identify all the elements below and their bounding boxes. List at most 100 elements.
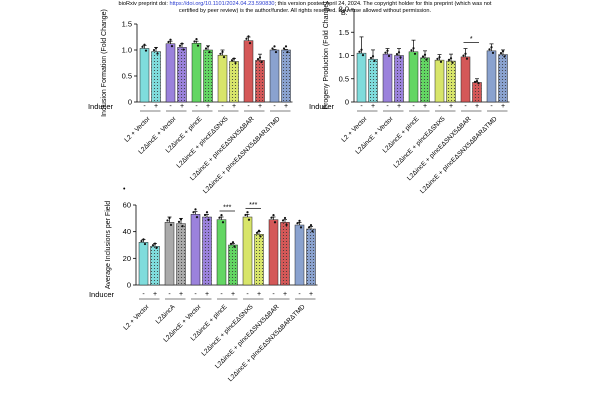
- replicate-point: [218, 216, 221, 219]
- replicate-point: [155, 246, 158, 249]
- replicate-point: [425, 58, 428, 61]
- bar-hatch: [254, 234, 264, 285]
- replicate-point: [490, 46, 493, 49]
- y-tick-label: 1.0: [339, 51, 349, 60]
- replicate-point: [284, 45, 288, 48]
- replicate-point: [231, 241, 235, 244]
- replicate-point: [259, 235, 262, 238]
- replicate-point: [373, 59, 376, 63]
- replicate-point: [421, 55, 425, 58]
- y-tick-label: 0: [127, 281, 131, 290]
- inducer-sign: -: [386, 103, 389, 110]
- replicate-point: [256, 58, 260, 61]
- bar: [382, 53, 393, 103]
- replicate-point: [395, 53, 399, 56]
- replicate-point: [475, 80, 479, 83]
- replicate-point: [451, 61, 454, 64]
- bar: [191, 42, 202, 103]
- inducer-sign: -: [168, 291, 171, 298]
- replicate-point: [248, 41, 252, 45]
- inducer-sign: -: [298, 291, 301, 298]
- replicate-point: [143, 242, 147, 246]
- replicate-point: [207, 218, 210, 221]
- replicate-point: [170, 44, 174, 48]
- bar: [356, 52, 367, 103]
- inducer-sign: -: [194, 291, 197, 298]
- doi-link[interactable]: https://doi.org/10.1101/2024.04.23.59083…: [169, 1, 275, 7]
- bar-hatch: [176, 223, 186, 285]
- replicate-point: [299, 226, 303, 229]
- replicate-point: [477, 82, 480, 85]
- inducer-sign: +: [501, 103, 505, 110]
- inducer-sign: -: [464, 103, 467, 110]
- replicate-point: [273, 45, 276, 48]
- bar: [138, 242, 149, 286]
- replicate-point: [501, 50, 505, 53]
- replicate-point: [167, 40, 170, 44]
- replicate-point: [220, 213, 223, 217]
- inducer-sign: +: [258, 103, 262, 110]
- replicate-point: [154, 46, 158, 50]
- replicate-point: [206, 45, 210, 48]
- inducer-sign: +: [371, 103, 375, 110]
- replicate-point: [222, 55, 226, 59]
- inducer-sign: -: [272, 291, 275, 298]
- bar: [486, 50, 497, 103]
- replicate-point: [230, 59, 234, 62]
- replicate-point: [274, 50, 278, 54]
- replicate-point: [232, 57, 236, 60]
- replicate-point: [168, 216, 171, 220]
- replicate-point: [413, 52, 417, 55]
- replicate-point: [177, 220, 181, 223]
- replicate-point: [142, 238, 145, 241]
- replicate-point: [247, 218, 251, 221]
- inducer-sign: +: [180, 103, 184, 110]
- bar: [164, 222, 175, 286]
- replicate-point: [473, 80, 477, 83]
- bar-hatch: [177, 47, 187, 102]
- header-prefix: bioRxiv preprint doi:: [118, 1, 170, 7]
- replicate-point: [465, 57, 469, 60]
- replicate-point: [219, 52, 222, 55]
- replicate-point: [221, 221, 225, 224]
- bar: [408, 51, 419, 103]
- replicate-point: [141, 45, 144, 48]
- inducer-sign: -: [273, 103, 276, 110]
- replicate-point: [436, 57, 439, 60]
- replicate-point: [491, 51, 495, 54]
- chart-B: 0 0.5 1.0 1.5 2.0 Progeny Production (Fold Ch…: [309, 1, 510, 195]
- replicate-point: [233, 245, 236, 248]
- bar-hatch: [151, 51, 161, 102]
- bar: [217, 54, 228, 103]
- inducer-sign: +: [284, 103, 288, 110]
- replicate-point: [166, 219, 169, 222]
- bar: [242, 216, 253, 286]
- y-axis-label: Inclusion Formation (Fold Change): [101, 9, 108, 117]
- replicate-point: [399, 56, 402, 59]
- inducer-sign: -: [221, 103, 224, 110]
- replicate-point: [271, 47, 274, 50]
- replicate-point: [140, 239, 143, 243]
- inducer-sign: -: [490, 103, 493, 110]
- replicate-point: [229, 242, 233, 245]
- replicate-point: [371, 55, 375, 58]
- replicate-point: [182, 48, 185, 51]
- inducer-sign: +: [309, 291, 313, 298]
- replicate-point: [234, 61, 237, 65]
- replicate-point: [179, 218, 183, 221]
- replicate-point: [255, 231, 259, 234]
- stray-mark: •: [123, 186, 126, 193]
- group-label: L2ΔincE + pIncEΔSNX5: [176, 115, 230, 169]
- y-tick-label: 2.0: [339, 5, 349, 14]
- y-axis-label: Average Inclusions per Field: [105, 201, 112, 289]
- inducer-sign: +: [205, 291, 209, 298]
- replicate-point: [361, 54, 365, 57]
- y-tick-label: 0: [345, 98, 349, 107]
- replicate-point: [464, 52, 467, 55]
- bar-hatch: [255, 60, 265, 102]
- replicate-point: [439, 60, 443, 63]
- replicate-point: [272, 213, 275, 217]
- y-tick-label: 60: [123, 201, 131, 210]
- replicate-point: [258, 56, 262, 59]
- inducer-sign: +: [397, 103, 401, 110]
